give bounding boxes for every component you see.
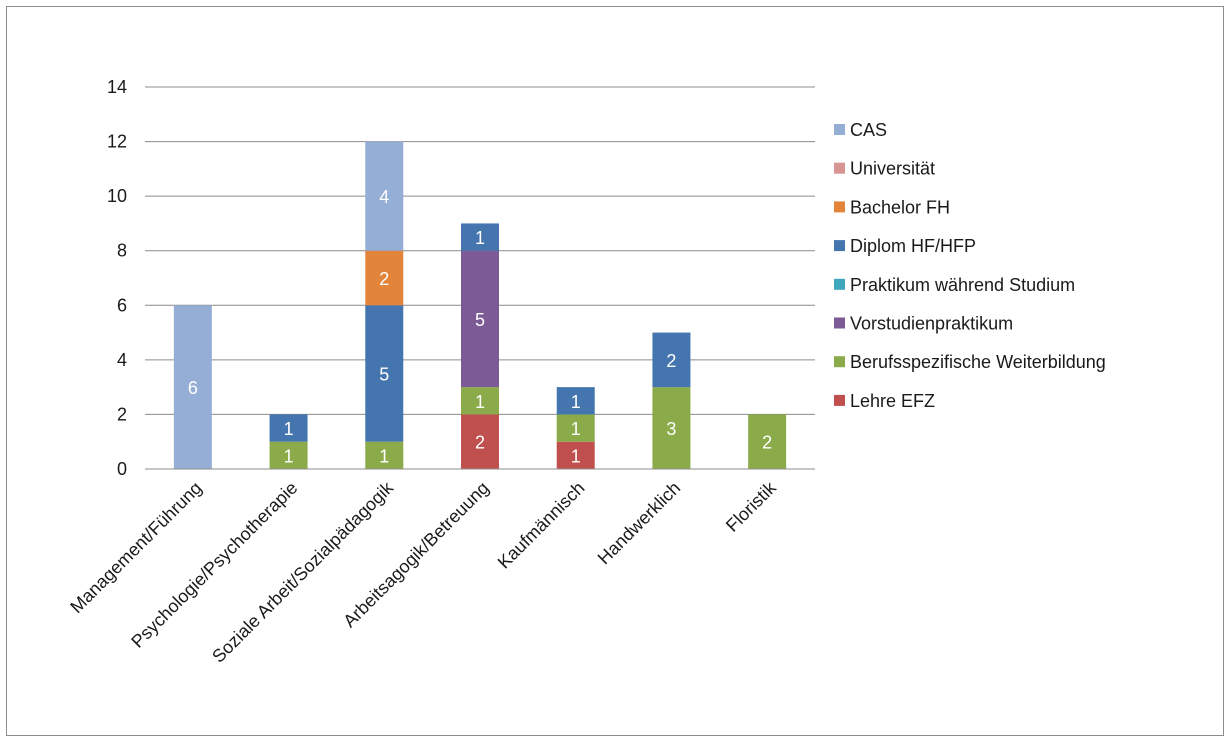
- legend-label: Bachelor FH: [850, 197, 950, 217]
- bar-segment: [556, 414, 595, 442]
- x-category-label: Handwerklich: [594, 478, 685, 569]
- bar-segment: [556, 441, 595, 469]
- legend-label: Berufsspezifische Weiterbildung: [850, 352, 1106, 372]
- x-axis-category-labels: Management/FührungPsychologie/Psychother…: [66, 477, 780, 667]
- data-label: 2: [666, 351, 676, 371]
- bar-segment: [461, 414, 499, 469]
- y-tick-label: 12: [107, 132, 127, 152]
- bar-segment: [269, 414, 308, 442]
- x-category-label: Soziale Arbeit/Sozialpädagogik: [208, 477, 398, 667]
- legend-label: Diplom HF/HFP: [850, 236, 976, 256]
- data-label: 2: [475, 433, 485, 453]
- bar-segment: [652, 332, 691, 388]
- legend-swatch: [834, 356, 845, 368]
- bar-segment: [173, 305, 212, 469]
- legend-swatch: [834, 394, 845, 406]
- legend-swatch: [834, 124, 845, 135]
- y-tick-label: 2: [117, 404, 127, 424]
- legend-swatch: [834, 201, 845, 213]
- y-tick-label: 0: [117, 459, 127, 479]
- data-label: 1: [475, 392, 485, 412]
- data-label: 1: [475, 228, 485, 248]
- data-label: 5: [475, 310, 485, 330]
- legend-label: Lehre EFZ: [850, 391, 935, 411]
- data-label: 3: [666, 419, 676, 439]
- y-tick-label: 8: [117, 241, 127, 261]
- bar-segment: [365, 441, 404, 469]
- data-labels: 6 1 1 1 5 2 4 2 1 5 1 1 1 1 3 2 2: [188, 187, 772, 466]
- legend-item: Diplom HF/HFP: [834, 236, 976, 256]
- bar-segment: [365, 305, 404, 442]
- bar-segment: [461, 223, 499, 251]
- bar-segment: [461, 387, 499, 415]
- legend-item: Bachelor FH: [834, 197, 950, 217]
- bars: [173, 141, 787, 469]
- data-label: 6: [188, 378, 198, 398]
- legend-swatch: [834, 278, 845, 290]
- y-axis-ticks: 0 2 4 6 8 10 12 14: [107, 77, 127, 479]
- legend-item: Universität: [834, 159, 935, 179]
- x-category-label: Kaufmännisch: [494, 478, 589, 573]
- legend-swatch: [834, 240, 845, 252]
- bar-segment: [652, 387, 691, 469]
- legend: CAS Universität Bachelor FH Diplom HF/HFP Pr…: [834, 120, 1106, 411]
- bar-segment: [269, 441, 308, 469]
- y-tick-label: 6: [117, 295, 127, 315]
- data-label: 1: [284, 446, 294, 466]
- data-label: 1: [379, 446, 389, 466]
- data-label: 4: [379, 187, 389, 207]
- data-label: 1: [284, 419, 294, 439]
- legend-label: Praktikum während Studium: [850, 275, 1075, 295]
- legend-label: Universität: [850, 159, 935, 179]
- legend-item: Berufsspezifische Weiterbildung: [834, 352, 1106, 372]
- bar-segment: [556, 387, 595, 415]
- legend-item: Praktikum während Studium: [834, 275, 1075, 295]
- legend-label: CAS: [850, 120, 887, 140]
- data-label: 1: [571, 392, 581, 412]
- data-label: 1: [571, 446, 581, 466]
- data-label: 2: [762, 433, 772, 453]
- legend-swatch: [834, 162, 845, 174]
- bar-segment: [365, 141, 404, 251]
- x-category-label: Psychologie/Psychotherapie: [127, 478, 301, 652]
- gridlines: [145, 86, 815, 415]
- legend-label: Vorstudienpraktikum: [850, 314, 1013, 334]
- bar-segment: [748, 414, 787, 469]
- bar-segment: [365, 250, 404, 306]
- legend-item: Lehre EFZ: [834, 391, 935, 411]
- y-tick-label: 4: [117, 350, 127, 370]
- bar-segment: [461, 250, 499, 388]
- legend-swatch: [834, 317, 845, 329]
- y-tick-label: 10: [107, 186, 127, 206]
- x-category-label: Floristik: [722, 477, 781, 536]
- data-label: 1: [571, 419, 581, 439]
- legend-item: CAS: [834, 120, 887, 140]
- data-label: 2: [379, 269, 389, 289]
- legend-item: Vorstudienpraktikum: [834, 314, 1013, 334]
- y-tick-label: 14: [107, 77, 127, 97]
- data-label: 5: [379, 365, 389, 385]
